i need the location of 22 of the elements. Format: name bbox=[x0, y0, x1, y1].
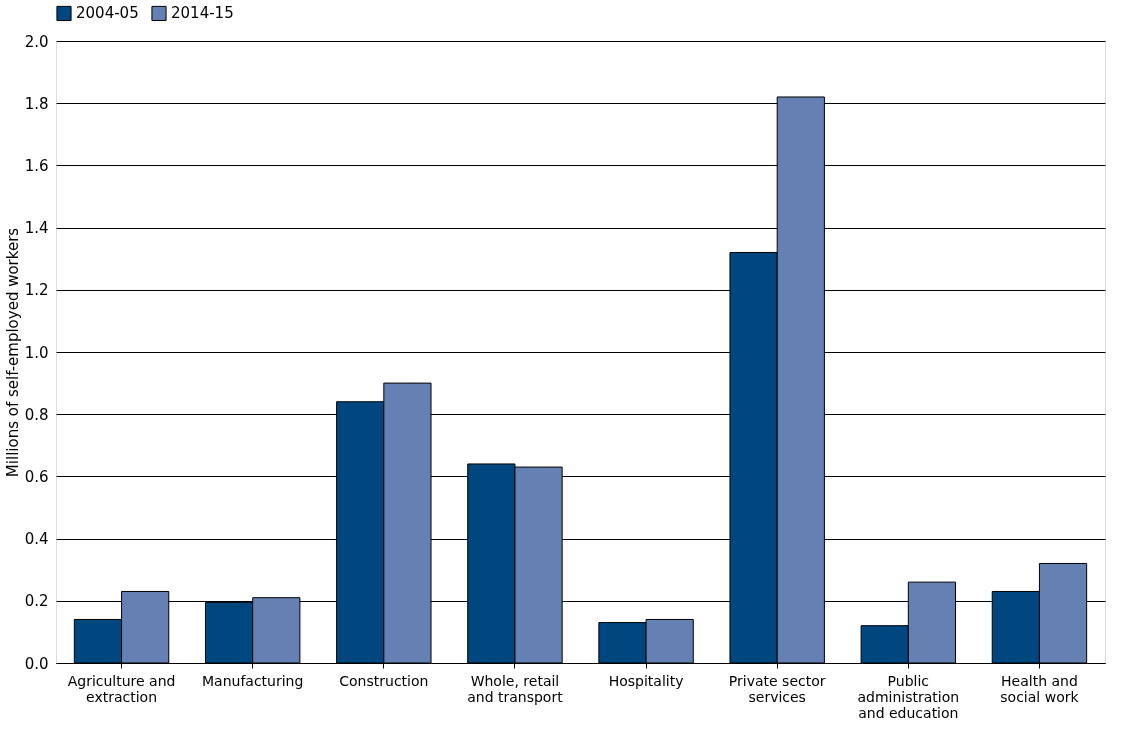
y-tick-label: 2.0 bbox=[24, 32, 49, 51]
y-tick-label: 1.6 bbox=[24, 156, 49, 175]
y-tick-label: 0.0 bbox=[24, 654, 49, 673]
y-tick-label: 0.2 bbox=[24, 592, 49, 611]
x-tick-label: Public administration and education bbox=[857, 672, 960, 721]
x-tick-label: Health and social work bbox=[1000, 672, 1080, 705]
x-tick-label: Hospitality bbox=[608, 672, 684, 689]
y-tick-label: 1.8 bbox=[24, 94, 49, 113]
x-tick-label: Construction bbox=[339, 672, 429, 689]
y-tick-label: 0.8 bbox=[24, 405, 49, 424]
x-tick-label: Manufacturing bbox=[201, 672, 304, 689]
y-axis-title: Millions of self-employed workers bbox=[3, 227, 22, 478]
y-tick-label: 1.2 bbox=[24, 281, 49, 300]
y-tick-label: 1.4 bbox=[24, 219, 49, 238]
x-tick-label: Whole, retail and transport bbox=[467, 672, 564, 705]
x-tick-label: Agriculture and extraction bbox=[67, 672, 176, 705]
legend-label: 2014-15 bbox=[171, 4, 234, 23]
y-tick-label: 0.6 bbox=[24, 467, 49, 486]
y-tick-label: 1.0 bbox=[24, 343, 49, 362]
y-tick-label: 0.4 bbox=[24, 530, 49, 549]
legend-label: 2004-05 bbox=[76, 4, 139, 23]
x-tick-label: Private sector services bbox=[728, 672, 826, 705]
